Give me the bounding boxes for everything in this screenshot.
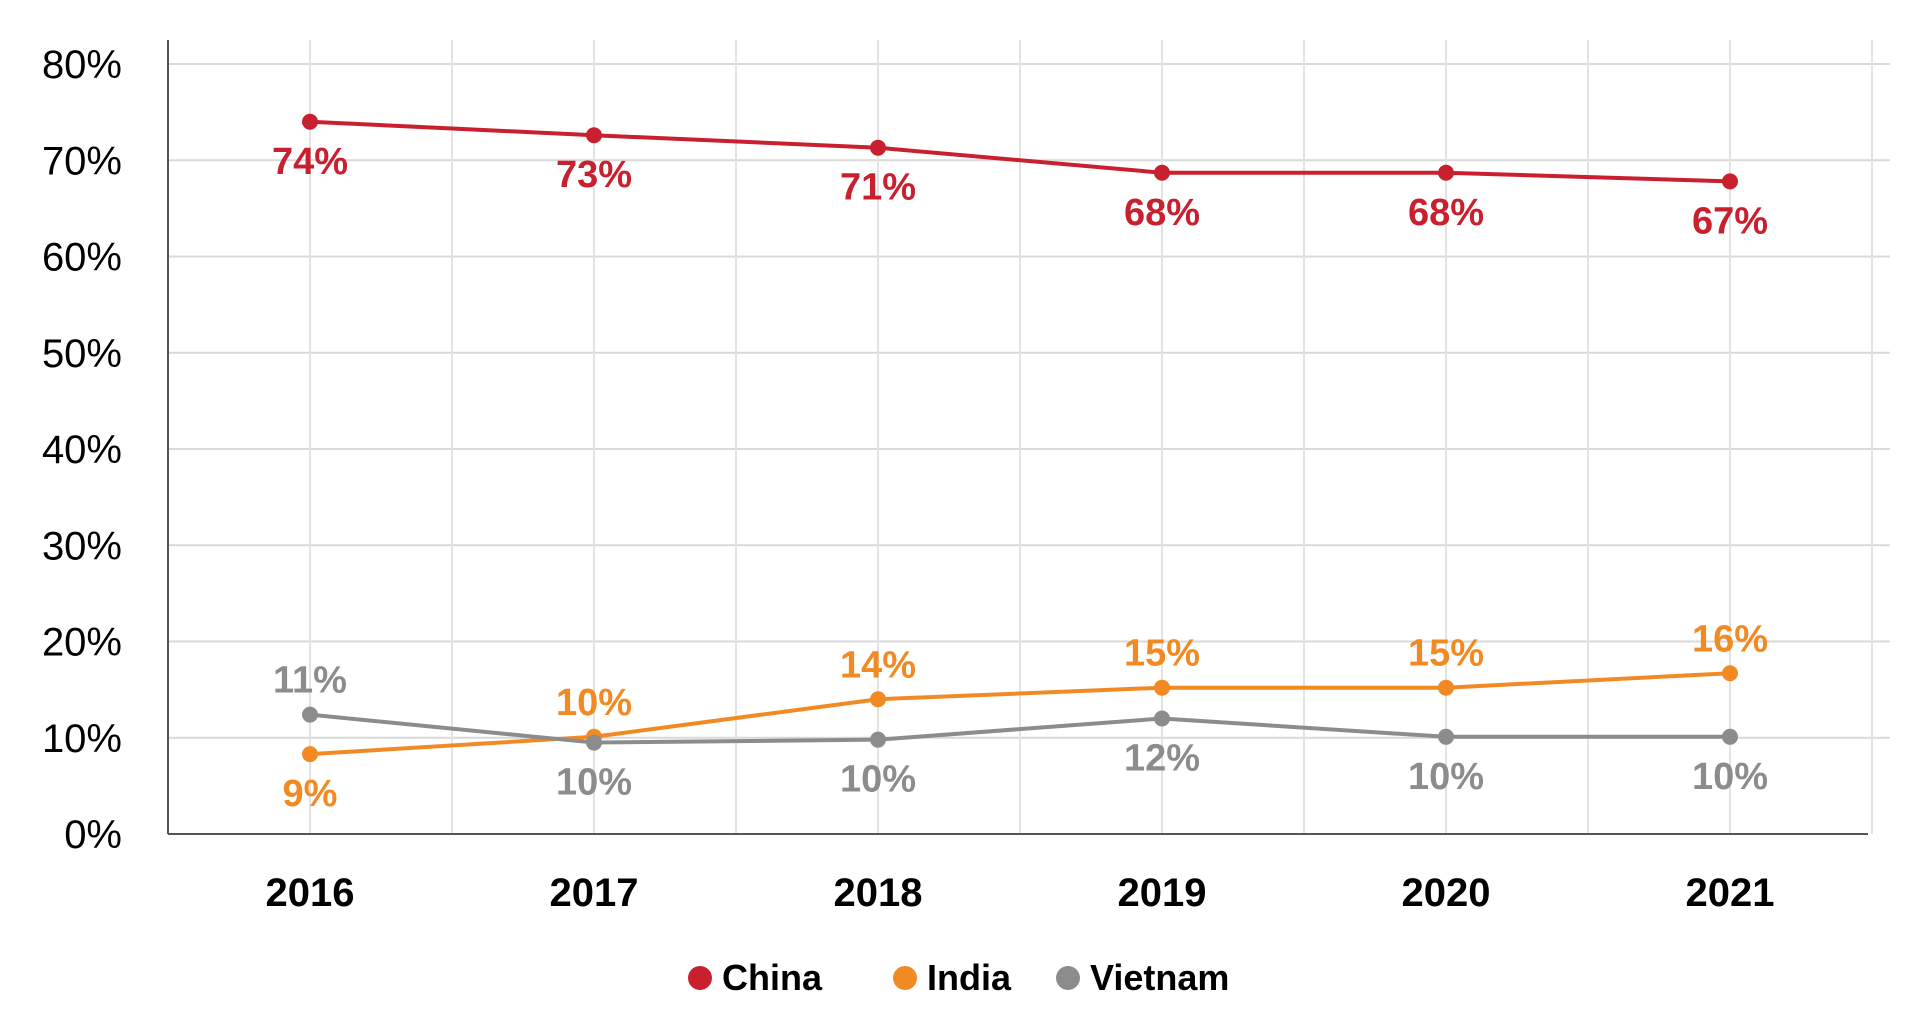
data-point-vietnam bbox=[870, 731, 886, 748]
data-label-vietnam: 10% bbox=[1408, 756, 1484, 798]
legend-marker-vietnam bbox=[1056, 966, 1080, 990]
data-label-vietnam: 10% bbox=[556, 762, 632, 804]
legend: China India Vietnam bbox=[688, 957, 1229, 998]
y-tick-label: 60% bbox=[42, 236, 122, 280]
data-label-vietnam: 11% bbox=[273, 660, 347, 702]
data-label-vietnam: 10% bbox=[840, 759, 916, 801]
x-tick-label: 2021 bbox=[1686, 871, 1775, 915]
data-point-china bbox=[302, 113, 318, 130]
axes bbox=[167, 40, 1868, 835]
y-tick-label: 50% bbox=[42, 332, 122, 376]
y-tick-label: 20% bbox=[42, 621, 122, 665]
data-label-china: 68% bbox=[1408, 192, 1484, 234]
y-tick-label: 80% bbox=[42, 43, 122, 87]
data-labels: 74% 73% 71% 68% 68% 67% 9% 10% 14% 15% 15% 16% 11% 10… bbox=[272, 141, 1768, 815]
legend-marker-china bbox=[688, 966, 712, 990]
series-lines bbox=[309, 119, 1731, 757]
data-label-vietnam: 10% bbox=[1692, 756, 1768, 798]
data-point-india bbox=[1154, 679, 1170, 696]
data-label-india: 15% bbox=[1124, 633, 1200, 675]
x-tick-label: 2016 bbox=[266, 871, 355, 915]
legend-marker-india bbox=[893, 966, 917, 990]
data-label-india: 14% bbox=[840, 644, 916, 686]
y-tick-label: 70% bbox=[42, 139, 122, 183]
data-label-china: 68% bbox=[1124, 192, 1200, 234]
data-point-vietnam bbox=[1438, 728, 1454, 745]
data-point-china bbox=[1438, 164, 1454, 181]
data-label-india: 10% bbox=[556, 682, 632, 724]
data-point-india bbox=[1438, 679, 1454, 696]
series-line-vietnam bbox=[309, 712, 1730, 745]
series-line-china bbox=[309, 119, 1731, 184]
data-label-china: 71% bbox=[840, 167, 916, 209]
x-tick-label: 2017 bbox=[550, 871, 639, 915]
y-axis-ticks: 0% 10% 20% 30% 40% 50% 60% 70% 80% bbox=[42, 43, 122, 857]
data-point-china bbox=[870, 139, 886, 156]
x-tick-label: 2019 bbox=[1118, 871, 1207, 915]
data-label-india: 9% bbox=[283, 773, 338, 815]
y-tick-label: 10% bbox=[42, 717, 122, 761]
data-point-vietnam bbox=[586, 734, 602, 751]
data-point-vietnam bbox=[1154, 710, 1170, 727]
data-label-china: 73% bbox=[556, 154, 632, 196]
x-tick-label: 2020 bbox=[1402, 871, 1491, 915]
data-label-vietnam: 12% bbox=[1124, 738, 1200, 780]
data-point-india bbox=[870, 691, 886, 708]
x-axis-ticks: 2016 2017 2018 2019 2020 2021 bbox=[266, 871, 1775, 915]
series-points bbox=[302, 113, 1738, 763]
y-tick-label: 40% bbox=[42, 428, 122, 472]
y-tick-label: 0% bbox=[64, 813, 122, 857]
legend-label-vietnam: Vietnam bbox=[1090, 957, 1229, 998]
data-label-india: 15% bbox=[1408, 633, 1484, 675]
legend-label-india: India bbox=[927, 957, 1012, 998]
data-point-china bbox=[1154, 164, 1170, 181]
data-point-india bbox=[302, 746, 318, 763]
data-point-china bbox=[586, 127, 602, 144]
data-point-vietnam bbox=[1722, 728, 1738, 745]
x-tick-label: 2018 bbox=[834, 871, 923, 915]
legend-label-china: China bbox=[722, 957, 823, 998]
gridlines bbox=[168, 40, 1890, 834]
data-label-china: 67% bbox=[1692, 200, 1768, 242]
data-point-india bbox=[1722, 665, 1738, 682]
y-tick-label: 30% bbox=[42, 524, 122, 568]
data-point-vietnam bbox=[302, 706, 318, 723]
data-point-china bbox=[1722, 173, 1738, 190]
data-label-india: 16% bbox=[1692, 618, 1768, 660]
data-label-china: 74% bbox=[272, 141, 348, 183]
